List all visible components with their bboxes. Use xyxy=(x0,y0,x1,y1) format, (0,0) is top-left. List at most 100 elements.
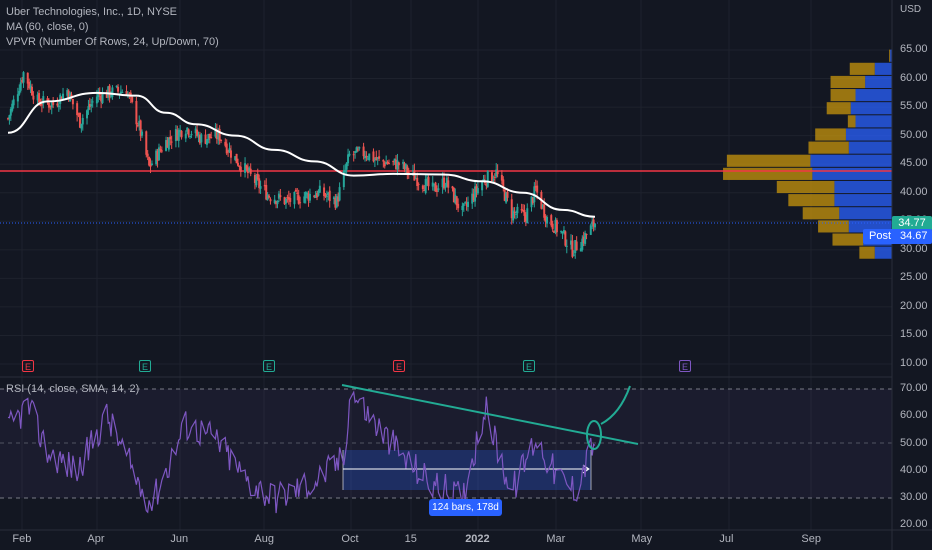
candle-body xyxy=(433,183,436,185)
vpvr-down-bar xyxy=(818,220,849,233)
post-market-badge: Post 34.67 xyxy=(863,229,932,244)
candle-body xyxy=(95,96,98,104)
candle-body xyxy=(7,118,9,120)
candle-body xyxy=(197,134,200,137)
candle-body xyxy=(444,186,447,188)
rsi-tick-label: 30.00 xyxy=(900,491,928,503)
vpvr-up-bar xyxy=(855,89,892,102)
candle-body xyxy=(248,167,251,172)
candle-body xyxy=(40,104,43,106)
candle-body xyxy=(344,169,347,173)
rsi-trendline[interactable] xyxy=(341,384,639,445)
vpvr-down-bar xyxy=(723,167,813,180)
candle-body xyxy=(170,141,173,143)
candle-body xyxy=(273,199,276,204)
candle-body xyxy=(269,199,272,202)
candle-body xyxy=(366,158,369,160)
candle-body xyxy=(524,214,527,222)
rsi-tick-label: 50.00 xyxy=(900,436,928,449)
candle-body xyxy=(179,129,182,132)
candle-body xyxy=(157,147,160,161)
ma-legend[interactable]: MA (60, close, 0) xyxy=(6,21,89,33)
candle-body xyxy=(306,192,309,195)
earnings-marker-icon[interactable]: E xyxy=(22,360,34,372)
candle-body xyxy=(9,108,12,116)
candle-body xyxy=(131,96,134,102)
candle-body xyxy=(159,148,162,151)
candle-body xyxy=(258,178,261,188)
earnings-marker-icon[interactable]: E xyxy=(139,360,151,372)
vpvr-up-bar xyxy=(850,102,892,115)
vpvr-legend[interactable]: VPVR (Number Of Rows, 24, Up/Down, 70) xyxy=(6,36,219,48)
vpvr-down-bar xyxy=(808,141,849,154)
candle-body xyxy=(275,201,278,205)
candle-body xyxy=(176,129,179,141)
earnings-marker-icon[interactable]: E xyxy=(393,360,405,372)
candle-body xyxy=(342,170,345,188)
time-tick-label: Jul xyxy=(719,533,734,545)
currency-label[interactable]: USD xyxy=(900,4,922,15)
candle-body xyxy=(169,136,172,140)
candle-body xyxy=(29,85,32,89)
candle-body xyxy=(589,225,592,235)
candle-body xyxy=(208,133,211,139)
candle-body xyxy=(253,174,256,183)
candle-body xyxy=(426,178,429,180)
last-price-badge: 34.77 xyxy=(892,216,932,231)
candle-body xyxy=(160,150,163,152)
candle-body xyxy=(276,200,279,205)
candle-body xyxy=(194,128,197,134)
candle-body xyxy=(32,95,35,100)
candle-body xyxy=(39,103,42,106)
candle-body xyxy=(396,160,399,170)
candle-body xyxy=(417,183,420,185)
earnings-marker-icon[interactable]: E xyxy=(679,360,691,372)
candle-body xyxy=(174,129,177,142)
candle-body xyxy=(42,96,45,104)
candle-body xyxy=(482,179,485,181)
candle-body xyxy=(464,202,467,204)
candle-body xyxy=(38,93,41,103)
rsi-legend[interactable]: RSI (14, close, SMA, 14, 2) xyxy=(6,383,140,395)
candle-body xyxy=(514,213,517,215)
vpvr-down-bar xyxy=(832,233,864,246)
rsi-breakout-circle[interactable] xyxy=(586,420,602,450)
earnings-marker-icon[interactable]: E xyxy=(263,360,275,372)
post-price: 34.67 xyxy=(900,230,928,242)
candle-body xyxy=(544,216,547,222)
vpvr-down-bar xyxy=(849,62,875,75)
symbol-title[interactable]: Uber Technologies, Inc., 1D, NYSE xyxy=(6,6,177,18)
candle-body xyxy=(167,137,170,150)
rsi-projection-curve[interactable] xyxy=(600,385,631,425)
candle-body xyxy=(227,151,230,153)
candle-body xyxy=(210,137,213,139)
candle-body xyxy=(36,94,39,101)
candle-body xyxy=(452,187,455,203)
candle-body xyxy=(155,150,158,165)
price-tick-label: 15.00 xyxy=(900,328,928,341)
vpvr-down-bar xyxy=(847,115,856,128)
candle-body xyxy=(496,170,499,175)
vpvr-down-bar xyxy=(830,75,866,89)
candle-body xyxy=(71,98,74,105)
candle-body xyxy=(146,153,149,157)
earnings-marker-icon[interactable]: E xyxy=(523,360,535,372)
vpvr-down-bar xyxy=(726,154,811,167)
price-tick-label: 45.00 xyxy=(900,157,928,170)
candle-body xyxy=(49,105,52,108)
candle-body xyxy=(536,185,539,193)
candle-body xyxy=(317,190,320,196)
time-tick-label: Sep xyxy=(801,533,821,545)
candle-body xyxy=(441,178,444,188)
candle-body xyxy=(437,188,440,191)
candle-body xyxy=(235,153,238,164)
candle-body xyxy=(570,240,573,245)
candle-body xyxy=(475,186,478,192)
candle-body xyxy=(52,101,55,105)
candle-body xyxy=(337,196,340,202)
candle-body xyxy=(354,151,357,154)
candle-body xyxy=(490,172,493,181)
candle-body xyxy=(77,114,80,116)
candle-body xyxy=(81,117,84,125)
